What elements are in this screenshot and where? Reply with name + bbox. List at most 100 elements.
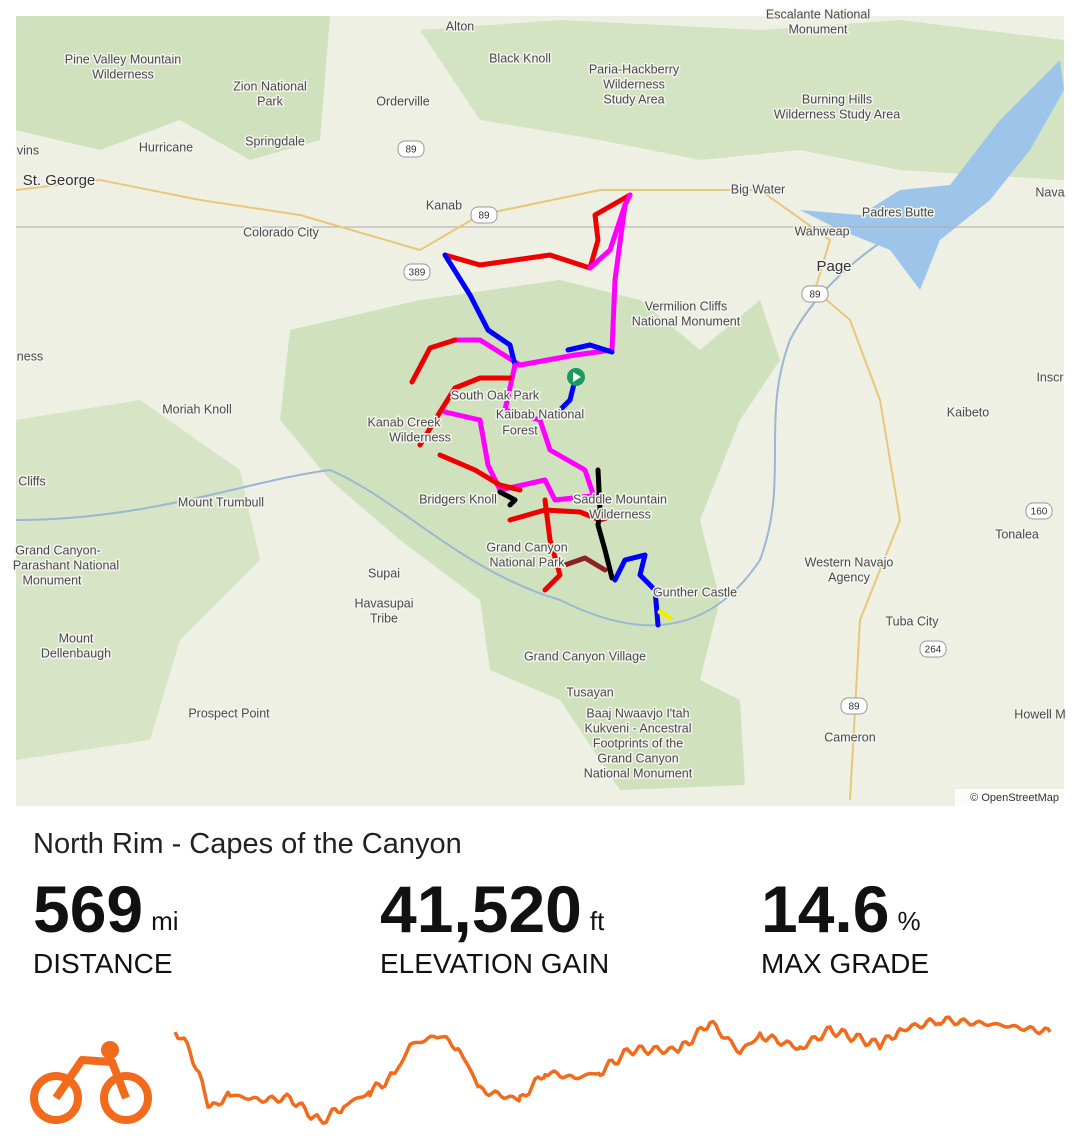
stat-unit: ft bbox=[590, 906, 605, 936]
route-segment bbox=[562, 555, 608, 573]
place-label: Saddle Mountain bbox=[573, 492, 667, 506]
place-label: Kukveni - Ancestral bbox=[585, 721, 692, 735]
shield-box bbox=[470, 206, 498, 224]
road-shield: 89 bbox=[809, 290, 821, 301]
place-label: Wilderness bbox=[92, 67, 154, 81]
stat-value: 14.6 bbox=[761, 872, 889, 946]
place-label: Page bbox=[816, 258, 851, 275]
place-label: Padres Butte bbox=[862, 205, 934, 219]
route-segment bbox=[557, 377, 578, 413]
route-segment bbox=[502, 362, 598, 503]
place-label: Agency bbox=[828, 570, 870, 584]
route-lines bbox=[409, 192, 673, 628]
place-label: Kaibeto bbox=[947, 405, 989, 419]
place-label: Western Navajo bbox=[805, 555, 894, 569]
place-label: Bridgers Knoll bbox=[419, 492, 497, 506]
attribution-box bbox=[955, 789, 1064, 806]
stat-label: MAX GRADE bbox=[761, 948, 929, 979]
place-label: Baaj Nwaavjo I'tah bbox=[586, 706, 689, 720]
route-segment bbox=[409, 337, 458, 385]
stat-label: ELEVATION GAIN bbox=[380, 948, 609, 979]
road-shields: 89 89 89 89 389 160 264 bbox=[397, 140, 1053, 715]
place-label: Kanab bbox=[426, 198, 462, 212]
road-shield: 389 bbox=[409, 268, 426, 279]
place-label: Forest bbox=[502, 423, 538, 437]
place-label: Mount Trumbull bbox=[178, 495, 264, 509]
forest-area bbox=[16, 16, 330, 160]
route-title: North Rim - Capes of the Canyon bbox=[33, 828, 462, 860]
place-label: vins bbox=[17, 143, 39, 157]
place-label: Tonalea bbox=[995, 527, 1039, 541]
place-label: Grand Canyon- bbox=[15, 543, 100, 557]
place-label: Alton bbox=[446, 19, 475, 33]
shield-box bbox=[840, 697, 868, 715]
place-label: Burning Hills bbox=[802, 92, 872, 106]
place-label: National Park bbox=[489, 555, 565, 569]
shield-box bbox=[801, 285, 829, 303]
place-label: Black Knoll bbox=[489, 51, 551, 65]
lake bbox=[800, 60, 1064, 290]
place-label: South Oak Park bbox=[451, 388, 540, 402]
place-label: Footprints of the bbox=[593, 736, 683, 750]
shield-box bbox=[403, 263, 431, 281]
place-label: Prospect Point bbox=[188, 706, 270, 720]
road-shield: 264 bbox=[925, 645, 942, 656]
place-label: Parashant National bbox=[13, 558, 119, 572]
place-label: Wilderness bbox=[389, 430, 451, 444]
stat-unit: % bbox=[897, 906, 920, 936]
stats: 569 mi DISTANCE 41,520 ft ELEVATION GAIN 14.6%… bbox=[33, 872, 929, 979]
place-label: Supai bbox=[368, 566, 400, 580]
place-label: Havasupai bbox=[354, 596, 413, 610]
place-label: Wahweap bbox=[794, 224, 849, 238]
route-segment bbox=[587, 192, 633, 271]
route-segment bbox=[565, 342, 615, 355]
road-shield: 89 bbox=[405, 145, 417, 156]
route-segment bbox=[417, 375, 513, 448]
route-segment bbox=[452, 202, 628, 368]
place-label: Park bbox=[257, 94, 283, 108]
place-label: Big Water bbox=[731, 182, 785, 196]
place-label: St. George bbox=[23, 172, 96, 189]
place-label: Howell M bbox=[1014, 707, 1065, 721]
bike-rider bbox=[52, 1056, 130, 1101]
place-label: Dellenbaugh bbox=[41, 646, 111, 660]
park-area bbox=[280, 280, 780, 790]
place-label: Cliffs bbox=[18, 474, 46, 488]
road bbox=[15, 178, 902, 801]
place-label: Orderville bbox=[376, 94, 430, 108]
place-label: Inscr bbox=[1036, 370, 1063, 384]
place-label: Wilderness Study Area bbox=[774, 107, 900, 121]
stat-value: 41,520 bbox=[380, 872, 582, 946]
place-label: Wilderness bbox=[589, 507, 651, 521]
park-area bbox=[16, 400, 260, 760]
shield-box bbox=[919, 640, 947, 658]
place-label: Tuba City bbox=[885, 614, 939, 628]
place-label: Grand Canyon Village bbox=[524, 649, 646, 663]
forest-area bbox=[420, 20, 1064, 180]
place-label: National Monument bbox=[632, 314, 741, 328]
bike-wheel bbox=[100, 1072, 152, 1124]
bike-wheel bbox=[30, 1072, 82, 1124]
route-segment bbox=[497, 489, 518, 508]
place-label: Vermilion Cliffs bbox=[645, 299, 727, 313]
elevation-profile bbox=[173, 1015, 1052, 1125]
place-label: Study Area bbox=[603, 92, 664, 106]
place-label: Mount bbox=[59, 631, 94, 645]
stat-unit: mi bbox=[151, 906, 178, 936]
road-shield: 89 bbox=[478, 211, 490, 222]
route-segment bbox=[595, 467, 615, 581]
place-label: Colorado City bbox=[243, 225, 319, 239]
place-label: Paria-Hackberry bbox=[589, 62, 680, 76]
place-label: Wilderness bbox=[603, 77, 665, 91]
place-label: Zion National bbox=[233, 79, 307, 93]
place-label: ness bbox=[17, 349, 43, 363]
road-shield: 160 bbox=[1031, 507, 1048, 518]
place-label: National Monument bbox=[584, 766, 693, 780]
route-segment bbox=[612, 552, 661, 628]
stat-value: 569 bbox=[33, 872, 143, 946]
place-label: Grand Canyon bbox=[597, 751, 678, 765]
attribution: © OpenStreetMap bbox=[970, 792, 1059, 804]
